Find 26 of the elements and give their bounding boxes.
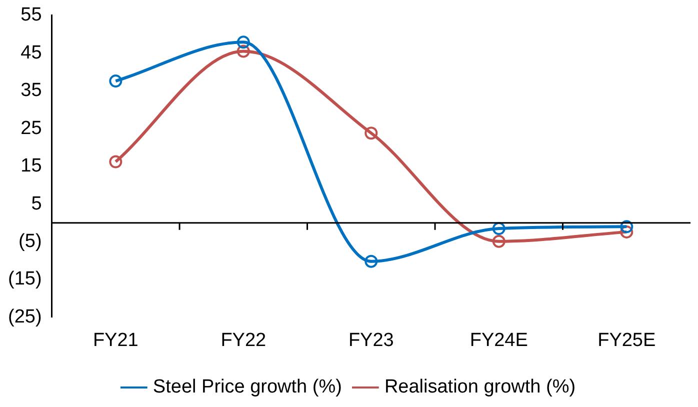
y-tick-label: 25 bbox=[20, 118, 42, 139]
x-tick-label: FY22 bbox=[220, 330, 266, 351]
y-tick-label: 15 bbox=[20, 156, 42, 177]
y-tick-label: (5) bbox=[18, 230, 42, 252]
x-tick-label: FY23 bbox=[348, 330, 394, 351]
y-tick-label: (25) bbox=[8, 306, 42, 328]
y-tick-label: 35 bbox=[20, 80, 42, 102]
point bbox=[109, 155, 122, 168]
x-tick-label: FY25E bbox=[598, 330, 656, 351]
point bbox=[492, 234, 506, 248]
y-tick-label: 55 bbox=[20, 4, 42, 26]
point bbox=[492, 222, 506, 236]
point bbox=[109, 74, 122, 88]
legend-label: Steel Price growth (%) bbox=[152, 376, 342, 398]
x-tick-label: FY21 bbox=[92, 330, 138, 351]
point bbox=[364, 126, 378, 140]
point bbox=[236, 36, 250, 49]
point bbox=[364, 254, 378, 268]
point bbox=[236, 44, 250, 58]
point bbox=[620, 220, 634, 234]
y-tick-label: 5 bbox=[31, 193, 42, 214]
y-tick-label: 45 bbox=[20, 42, 42, 64]
legend-label: Realisation growth (%) bbox=[384, 376, 576, 398]
point bbox=[620, 225, 634, 238]
x-tick-label: FY24E bbox=[470, 330, 528, 351]
y-tick-label: (15) bbox=[8, 268, 42, 290]
